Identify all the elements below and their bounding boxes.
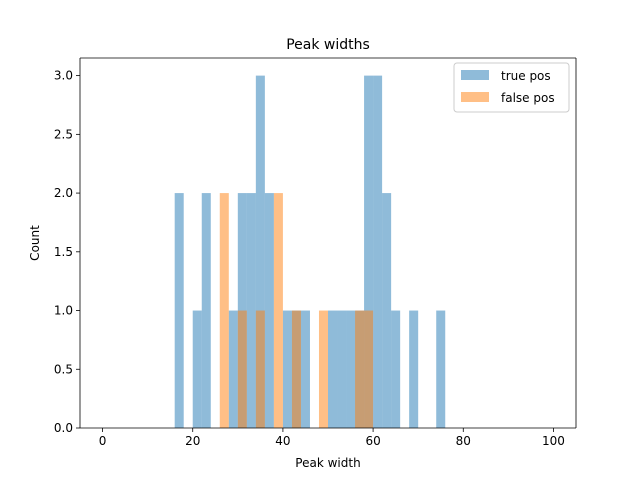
y-tick-label: 0.0 [54,421,73,435]
bar-true-pos [264,193,274,428]
bar-true-pos [192,310,202,428]
bar-true-pos [382,193,392,428]
x-tick-label: 80 [456,434,471,448]
x-tick-label: 20 [185,434,200,448]
bar-true-pos [337,310,347,428]
bar-false-pos [355,310,365,428]
bar-true-pos [391,310,401,428]
x-tick-label: 0 [99,434,107,448]
y-tick-label: 2.0 [54,186,73,200]
legend-label-true-pos: true pos [501,69,551,83]
y-axis-ticks: 0.0 0.5 1.0 1.5 2.0 2.5 3.0 [54,69,80,435]
bar-false-pos [237,310,247,428]
bar-true-pos [246,193,256,428]
y-tick-label: 2.5 [54,127,73,141]
y-tick-label: 1.0 [54,304,73,318]
bar-true-pos [436,310,446,428]
y-tick-label: 1.5 [54,245,73,259]
bar-true-pos [228,310,238,428]
x-axis-ticks: 0 20 40 60 80 100 [99,428,565,448]
bar-false-pos [219,193,229,428]
bar-true-pos [201,193,211,428]
y-tick-label: 3.0 [54,69,73,83]
bar-true-pos [409,310,419,428]
bar-true-pos [255,75,265,429]
chart-title: Peak widths [286,37,370,53]
x-tick-label: 60 [365,434,380,448]
x-tick-label: 40 [275,434,290,448]
legend-swatch-true-pos [461,70,489,80]
x-tick-label: 100 [542,434,565,448]
bar-false-pos [291,310,301,428]
bar-true-pos [346,310,356,428]
bar-false-pos [318,310,328,428]
y-axis-label: Count [28,225,42,261]
x-axis-label: Peak width [295,456,360,470]
bar-true-pos [328,310,338,428]
bar-true-pos [373,75,383,429]
axes-frame [79,57,577,429]
legend-swatch-false-pos [461,92,489,102]
bar-true-pos [174,193,184,428]
bar-false-pos [255,310,265,428]
bars-layer [174,75,446,429]
bar-true-pos [282,310,292,428]
bar-true-pos [300,310,310,428]
legend: true pos false pos [453,62,570,113]
bar-false-pos [364,310,374,428]
legend-label-false-pos: false pos [501,91,555,105]
bar-false-pos [273,193,283,428]
y-tick-label: 0.5 [54,362,73,376]
bar-true-pos [364,75,374,429]
